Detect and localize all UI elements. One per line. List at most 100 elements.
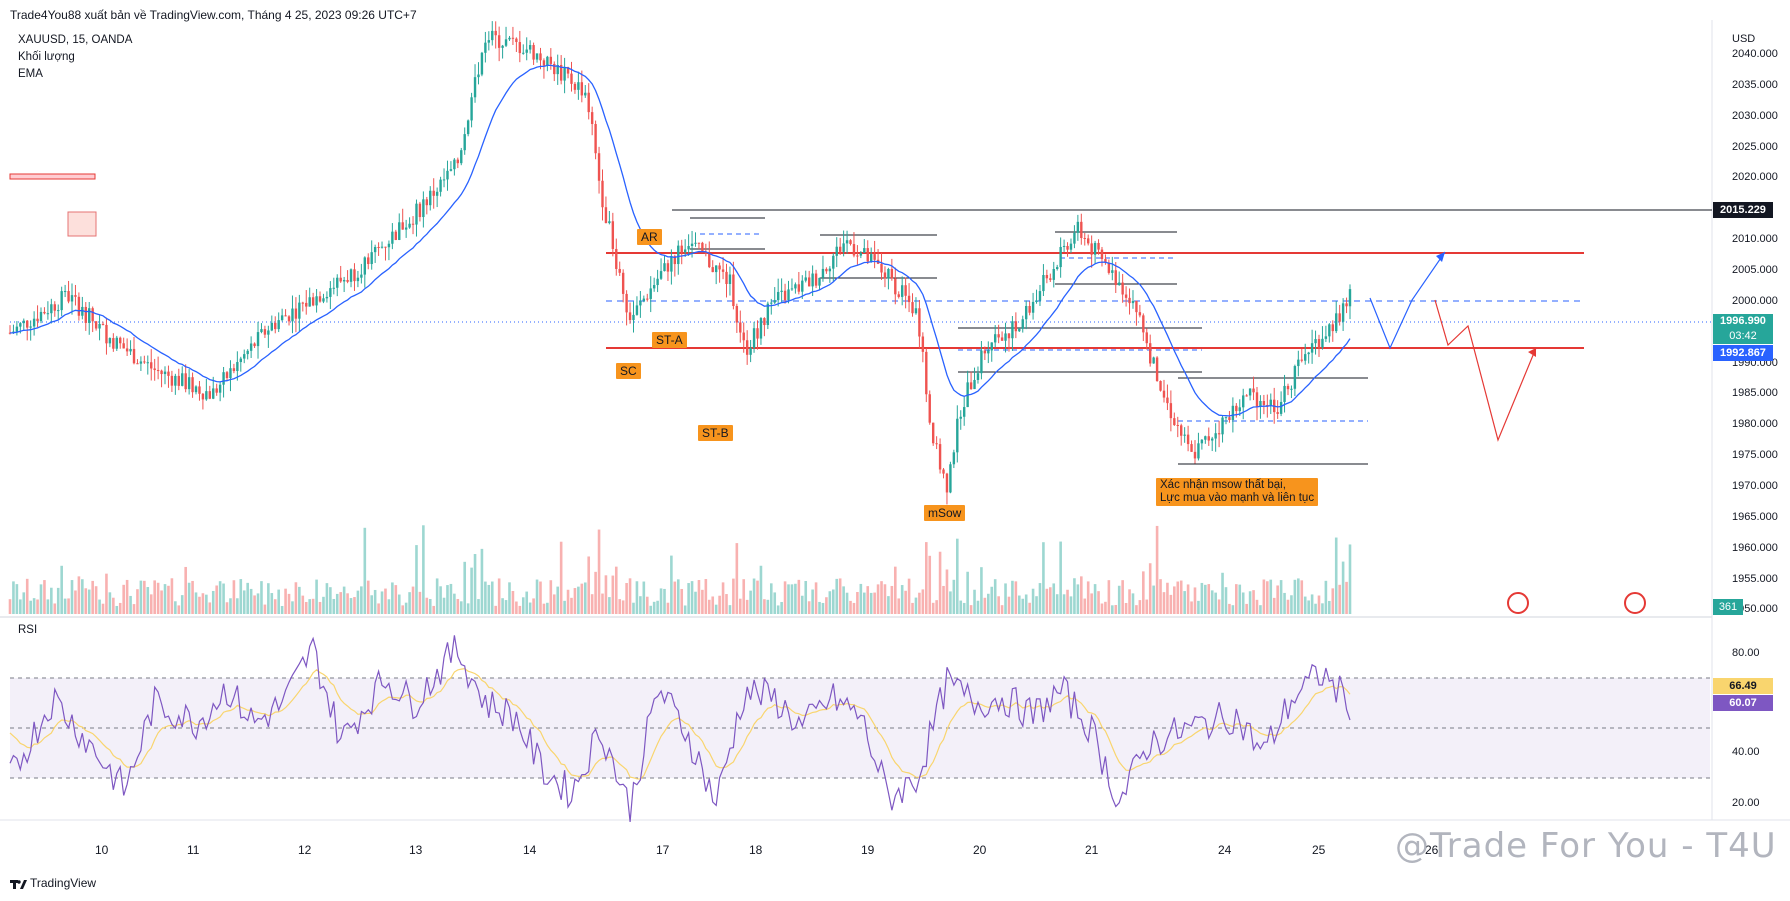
volume-bar [852,602,856,614]
candle-body [270,322,273,331]
candle-body [153,368,156,371]
volume-bar [542,603,546,614]
candle-body [642,298,646,301]
volume-bar [415,545,418,614]
candle-body [415,203,418,225]
volume-bar [1162,592,1166,614]
candle-body [959,416,962,419]
date-label: 26 [1425,843,1439,857]
volume-bar [856,592,859,614]
candle-body [1152,357,1155,364]
volume-legend[interactable]: Khối lượng [18,51,75,63]
rsi-legend[interactable]: RSI [18,624,38,636]
volume-bar [1107,580,1111,614]
us-flag-event-icon[interactable] [1507,592,1529,614]
candle-body [473,77,477,98]
candle-body [518,42,522,54]
volume-bar [108,592,112,614]
candle-body [801,280,804,292]
volume-bar [411,586,415,614]
volume-bar [1117,585,1121,614]
volume-bar [425,597,429,614]
volume-bar [1014,581,1018,614]
candle-body [652,285,656,289]
volume-bar [914,597,918,614]
volume-bar [339,592,342,614]
candle-body [460,150,463,164]
candle-body [632,314,635,321]
volume-bar [525,591,529,614]
date-label: 17 [656,843,670,857]
candle-body [1211,438,1214,441]
volume-bar [1059,541,1062,614]
volume-bar [942,585,945,614]
volume-bar [1259,605,1262,614]
candle-body [880,263,883,273]
candle-body [94,321,98,329]
price-tick: 2010.000 [1732,233,1778,246]
volume-bar [246,582,249,614]
candle-body [704,252,708,254]
candle-body [976,373,980,380]
candle-body [453,159,456,170]
volume-bar [1228,603,1231,614]
volume-bar [614,566,618,614]
candle-body [663,263,666,272]
candle-body [804,277,807,281]
candle-body [1190,444,1193,452]
symbol-legend[interactable]: XAUUSD, 15, OANDA [18,34,133,46]
volume-bar [701,589,704,614]
volume-bar [466,603,470,614]
volume-bar [1241,592,1245,614]
candle-body [1018,328,1021,332]
volume-bar [911,602,914,614]
candle-body [759,318,763,339]
volume-bar [697,580,701,614]
candle-body [363,257,367,275]
candle-body [1297,359,1300,367]
candle-body [143,361,146,363]
volume-bar [1348,544,1352,614]
candle-body [563,67,566,81]
candle-body [232,368,236,372]
volume-bar [1138,600,1142,614]
candle-body [329,288,332,297]
volume-bar [39,584,43,614]
candle-body [494,30,497,36]
volume-bar [635,581,639,614]
candle-body [1300,359,1303,361]
volume-bar [139,580,143,614]
candle-body [163,371,167,375]
volume-bar [749,590,752,614]
volume-bar [539,581,542,614]
candle-body [894,278,897,295]
ema-legend[interactable]: EMA [18,68,43,80]
candle-body [559,64,563,81]
volume-bar [29,600,32,614]
candle-body [993,334,997,343]
volume-bar [959,600,963,614]
volume-bar [518,605,522,614]
candle-body [449,169,453,171]
volume-bar [918,592,921,614]
price-tick: 2020.000 [1732,171,1778,184]
tradingview-brand[interactable]: TradingView [30,876,97,890]
volume-bar [1345,581,1348,614]
candle-body [573,83,577,90]
candle-body [280,315,284,321]
price-tick: 2040.000 [1732,48,1778,60]
bullish-projection [1369,251,1446,350]
volume-bar [397,594,401,614]
candle-body [883,272,887,279]
volume-bar [1314,603,1317,614]
bearish-projection [1434,299,1537,442]
volume-bar [249,588,253,614]
candle-body [739,322,742,333]
candle-body [50,304,53,314]
volume-bar [270,593,274,614]
candle-body [346,279,349,282]
candle-body [914,308,918,314]
us-flag-event-icon[interactable] [1624,592,1646,614]
volume-bar [604,575,608,614]
